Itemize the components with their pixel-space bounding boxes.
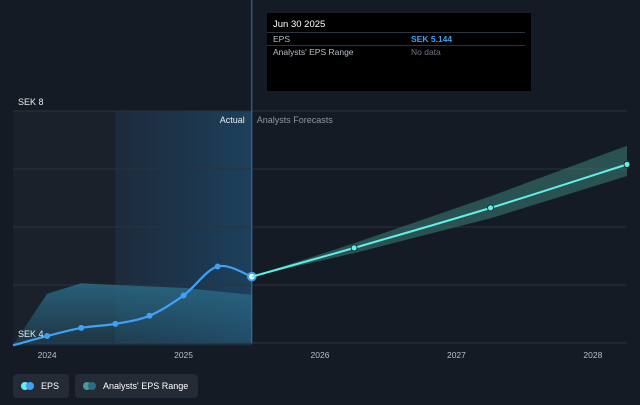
forecast-point [487,204,494,212]
y-axis-label: SEK 8 [18,97,44,107]
eps-point [44,333,51,340]
eps-point [78,324,85,331]
forecast-point [623,160,631,168]
forecast-band [251,145,627,277]
tooltip-eps-label: EPS [273,34,291,44]
tooltip-date: Jun 30 2025 [273,19,326,30]
eps-dot-icon [21,382,35,390]
tooltip-range-label: Analysts' EPS Range [273,47,354,57]
x-tick-label: 2026 [311,350,330,360]
x-tick-label: 2024 [38,350,57,360]
eps-point [180,292,187,299]
eps-point [112,320,119,327]
forecast-label: Analysts Forecasts [257,115,334,125]
actual-label: Actual [220,115,245,125]
eps-point [214,263,221,270]
range-dot-icon [83,382,97,390]
eps-point [146,312,153,319]
tooltip-range-value: No data [411,47,441,57]
legend-range-label: Analysts' EPS Range [103,381,189,391]
legend-eps-label: EPS [41,381,60,391]
tooltip-row-range: Analysts' EPS Range No data [267,45,525,59]
x-tick-label: 2025 [174,350,193,360]
legend-item-range[interactable]: Analysts' EPS Range [75,374,199,398]
tooltip-eps-value: SEK 5.144 [411,34,453,44]
chart-legend: EPS Analysts' EPS Range [13,374,199,398]
tooltip-row-eps: EPS SEK 5.144 [267,32,525,46]
eps-forecast-line [251,163,628,278]
x-tick-label: 2027 [447,350,466,360]
y-axis-label: SEK 4 [18,329,44,339]
x-tick-label: 2028 [583,350,602,360]
forecast-point [350,244,358,252]
legend-item-eps[interactable]: EPS [13,374,70,398]
hover-tooltip: Jun 30 2025 EPS SEK 5.144 Analysts' EPS … [267,13,531,91]
